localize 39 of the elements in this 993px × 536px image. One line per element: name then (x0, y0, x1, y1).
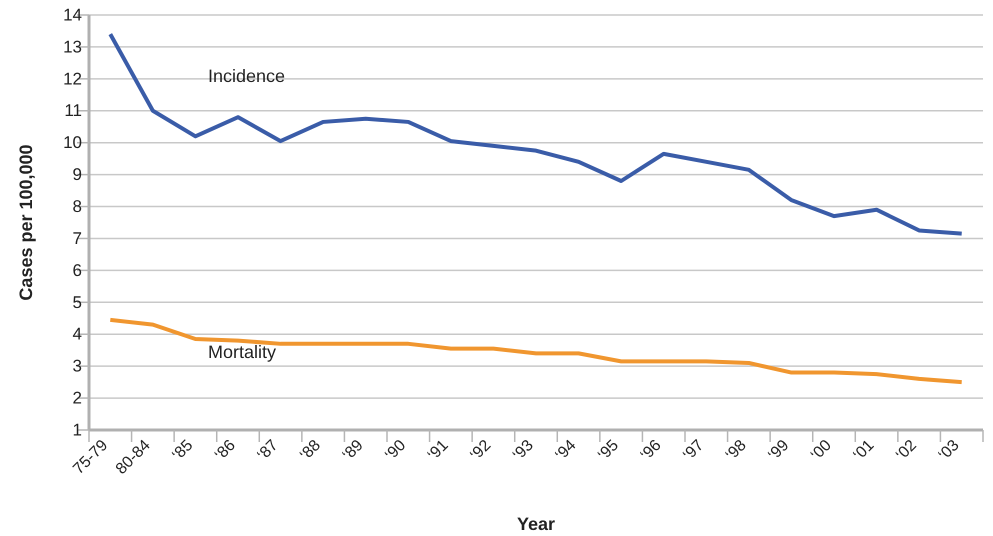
y-tick-label: 9 (72, 165, 82, 184)
y-tick-label: 5 (72, 292, 82, 312)
x-tick-label: ‘93 (510, 436, 537, 464)
x-tick-label: ‘96 (638, 436, 665, 464)
y-axis-title: Cases per 100,000 (16, 144, 36, 301)
x-tick-label: ‘02 (892, 436, 920, 464)
y-tick-label: 4 (72, 324, 82, 344)
x-tick-label: ‘03 (936, 436, 963, 464)
y-tick-label: 2 (72, 388, 82, 408)
y-tick-label: 11 (64, 101, 82, 120)
y-tick-label: 6 (72, 260, 82, 280)
x-tick-label: ‘94 (552, 436, 580, 464)
y-tick-label: 13 (63, 37, 82, 56)
line-series (108, 318, 964, 384)
x-tick-label: ‘87 (254, 436, 282, 464)
x-tick-label: ‘86 (212, 436, 239, 464)
x-tick-label: ‘95 (594, 436, 622, 464)
x-axis-title: Year (516, 514, 556, 534)
x-tick-label: ‘91 (424, 436, 452, 464)
x-tick-label: ‘90 (382, 436, 410, 464)
x-tick-label: ‘99 (765, 436, 792, 464)
y-tick-label: 8 (72, 196, 82, 216)
y-tick-label: 12 (63, 69, 82, 88)
line-series (108, 32, 964, 236)
text: Incidence (208, 66, 286, 86)
x-tick-label: ‘85 (169, 436, 196, 464)
x-tick-label: ‘00 (808, 436, 835, 464)
x-tick-label: ‘92 (467, 436, 494, 464)
y-tick-label: 10 (63, 133, 82, 152)
x-tick-label: ‘98 (722, 436, 750, 464)
x-tick-label: ‘88 (296, 436, 324, 464)
y-tick-label: 7 (72, 228, 82, 248)
x-tick-label: ‘01 (850, 436, 878, 464)
x-tick-label: ‘89 (340, 436, 367, 464)
y-tick-label: 14 (63, 5, 82, 24)
y-tick-label: 3 (72, 356, 82, 376)
x-tick-label: ‘97 (680, 436, 708, 464)
series-label: Mortality (208, 342, 276, 362)
y-tick-label: 1 (72, 420, 82, 440)
